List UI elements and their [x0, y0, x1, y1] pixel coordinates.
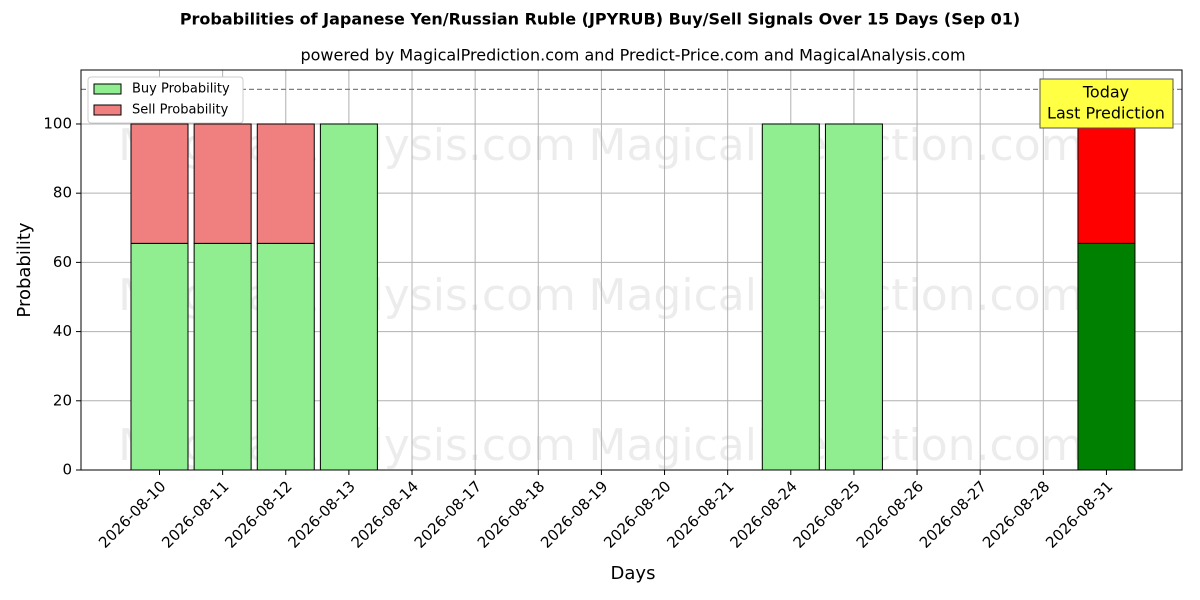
y-tick-label: 80: [53, 184, 72, 202]
bar: [319, 123, 378, 471]
x-tick-label: 2026-08-27: [916, 477, 990, 551]
legend-label: Sell Probability: [132, 103, 229, 118]
annotation-text: Today: [1082, 83, 1129, 102]
legend-swatch: [93, 104, 122, 116]
x-tick-label: 2026-08-18: [474, 477, 548, 551]
x-tick-label: 2026-08-12: [221, 477, 295, 551]
chart-title: Probabilities of Japanese Yen/Russian Ru…: [180, 10, 1020, 29]
x-tick-label: 2026-08-26: [853, 477, 927, 551]
bar: [256, 242, 315, 471]
bar: [256, 123, 315, 244]
y-tick-label: 20: [53, 391, 72, 409]
bar: [130, 123, 189, 244]
chart-subtitle: powered by MagicalPrediction.com and Pre…: [300, 46, 965, 65]
bar: [193, 123, 252, 244]
plot-frame: [80, 69, 1183, 471]
y-tick-label: 100: [43, 114, 72, 132]
x-tick-label: 2026-08-25: [790, 477, 864, 551]
bar: [1077, 242, 1136, 471]
x-tick-label: 2026-08-24: [726, 477, 800, 551]
annotation-box: [1039, 78, 1174, 129]
legend-swatch: [93, 83, 122, 95]
bar: [761, 123, 820, 471]
y-tick-label: 40: [53, 322, 72, 340]
bar: [130, 242, 189, 471]
x-tick-label: 2026-08-28: [979, 477, 1053, 551]
x-tick-label: 2026-08-21: [663, 477, 737, 551]
x-tick-label: 2026-08-19: [537, 477, 611, 551]
annotation-text: Last Prediction: [1047, 104, 1165, 123]
x-tick-label: 2026-08-20: [600, 477, 674, 551]
y-axis-label: Probability: [14, 222, 35, 317]
bar: [1077, 123, 1136, 244]
bar: [824, 123, 883, 471]
x-tick-label: 2026-08-11: [158, 477, 232, 551]
bar: [193, 242, 252, 471]
y-tick-label: 0: [62, 461, 72, 479]
x-tick-label: 2026-08-31: [1042, 477, 1116, 551]
legend-label: Buy Probability: [132, 82, 230, 97]
legend-box: [87, 76, 244, 124]
y-tick-label: 60: [53, 253, 72, 271]
x-tick-label: 2026-08-14: [348, 477, 422, 551]
x-tick-label: 2026-08-17: [411, 477, 485, 551]
x-tick-label: 2026-08-10: [95, 477, 169, 551]
x-tick-label: 2026-08-13: [285, 477, 359, 551]
x-axis-label: Days: [611, 563, 656, 584]
